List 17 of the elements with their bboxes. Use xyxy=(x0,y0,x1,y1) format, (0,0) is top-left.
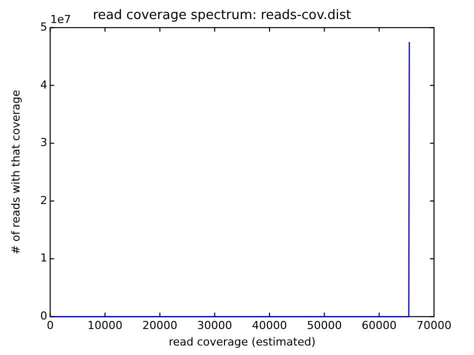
y-tick-label: 0 xyxy=(40,309,48,322)
x-tick-label: 20000 xyxy=(142,319,178,332)
x-tick-label: 50000 xyxy=(306,319,342,332)
y-tick-label: 2 xyxy=(40,194,48,207)
text: 1e7 xyxy=(50,12,71,26)
x-tick-label: 30000 xyxy=(197,319,232,332)
x-axis-title: read coverage (estimated) xyxy=(168,335,316,348)
y-tick-label: 1 xyxy=(40,252,48,265)
x-tick-label: 60000 xyxy=(362,319,397,332)
chart-title: read coverage spectrum: reads-cov.dist xyxy=(92,8,352,24)
x-tick-label: 70000 xyxy=(416,319,452,332)
y-axis-title: # of reads with that coverage xyxy=(9,90,22,254)
x-tick-label: 10000 xyxy=(88,319,123,332)
y-tick-label: 4 xyxy=(40,78,48,92)
x-tick-label: 40000 xyxy=(252,319,288,332)
y-tick-label: 3 xyxy=(40,136,48,150)
y-tick-label: 5 xyxy=(40,20,48,34)
